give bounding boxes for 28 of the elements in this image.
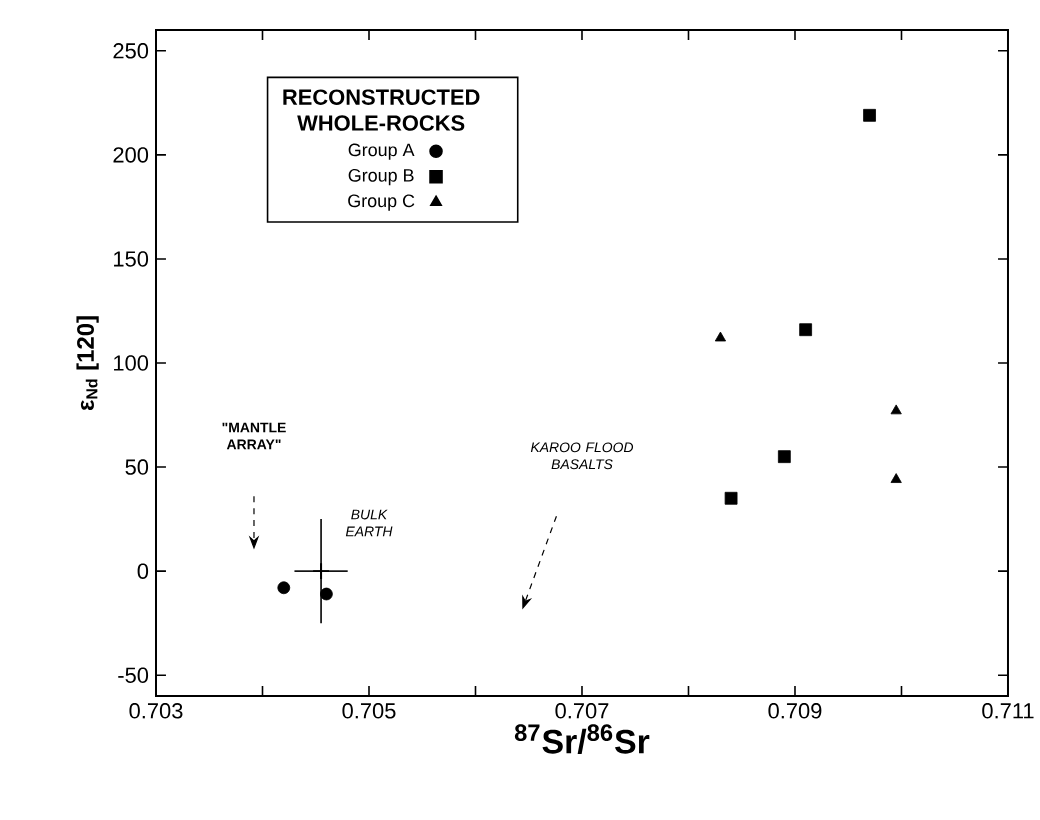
- point: [890, 404, 902, 415]
- x-tick-label: 0.707: [555, 703, 609, 719]
- point: [890, 473, 902, 483]
- y-tick-label: 50: [125, 459, 149, 475]
- legend-label: Group A: [348, 143, 415, 160]
- point: [863, 108, 876, 122]
- point: [312, 562, 331, 581]
- point: [277, 581, 291, 595]
- y-tick-label: -50: [118, 667, 149, 683]
- legend-label: Group C: [348, 194, 415, 211]
- point: [724, 491, 738, 505]
- y-tick-label: 100: [114, 355, 149, 371]
- y-tick-label: 150: [114, 251, 149, 267]
- legend-title: RECONSTRUCTED WHOLE-ROCKS: [283, 89, 480, 131]
- y-tick-label: 0: [137, 563, 149, 579]
- x-tick-label: 0.705: [342, 703, 396, 719]
- y-tick-label: 250: [113, 43, 149, 59]
- y-tick-label: 200: [113, 147, 149, 163]
- x-tick-label: 0.703: [129, 703, 183, 719]
- point: [799, 323, 813, 337]
- x-axis-title: $^{87}$Sr/$^{86}$Sr: [514, 724, 650, 755]
- x-tick-label: 0.709: [768, 703, 822, 719]
- x-tick-label: 0.711: [982, 703, 1034, 719]
- y-axis-title: ε$_{Nd}$ [120]: [76, 316, 99, 411]
- point: [320, 587, 333, 601]
- point: [777, 450, 791, 464]
- legend-label: Group B: [348, 168, 414, 186]
- point: [714, 331, 727, 342]
